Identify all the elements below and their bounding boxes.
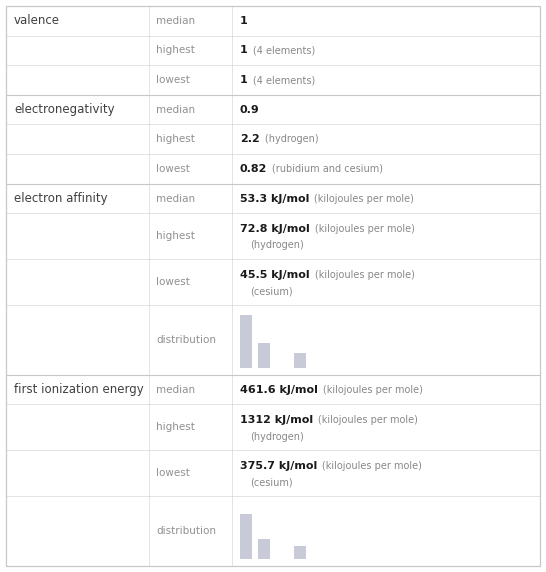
Text: 53.3 kJ/mol: 53.3 kJ/mol (240, 193, 309, 204)
Text: highest: highest (156, 231, 195, 241)
Text: (4 elements): (4 elements) (248, 45, 315, 55)
Text: highest: highest (156, 134, 195, 144)
Bar (294, 546, 306, 559)
Text: distribution: distribution (156, 335, 216, 345)
Text: lowest: lowest (156, 75, 190, 85)
Text: 2.2: 2.2 (240, 134, 260, 144)
Text: (hydrogen): (hydrogen) (250, 431, 304, 442)
Text: 375.7 kJ/mol: 375.7 kJ/mol (240, 461, 317, 471)
Text: (cesium): (cesium) (250, 477, 293, 487)
Text: (kilojoules per mole): (kilojoules per mole) (313, 415, 418, 426)
Text: valence: valence (14, 14, 60, 27)
Bar (258, 539, 270, 559)
Text: lowest: lowest (156, 277, 190, 287)
Text: (kilojoules per mole): (kilojoules per mole) (310, 224, 414, 235)
Text: 1312 kJ/mol: 1312 kJ/mol (240, 415, 313, 426)
Text: electronegativity: electronegativity (14, 103, 115, 116)
Text: 1: 1 (240, 75, 248, 85)
Text: 1: 1 (240, 16, 248, 26)
Text: 1: 1 (240, 45, 248, 55)
Text: distribution: distribution (156, 526, 216, 536)
Text: (kilojoules per mole): (kilojoules per mole) (318, 384, 423, 395)
Text: highest: highest (156, 422, 195, 432)
Text: median: median (156, 384, 195, 395)
Text: 0.9: 0.9 (240, 105, 260, 114)
Text: (hydrogen): (hydrogen) (250, 240, 304, 251)
Text: median: median (156, 105, 195, 114)
Text: (4 elements): (4 elements) (248, 75, 315, 85)
Text: 45.5 kJ/mol: 45.5 kJ/mol (240, 270, 310, 280)
Text: lowest: lowest (156, 468, 190, 478)
Bar (294, 353, 306, 368)
Text: median: median (156, 16, 195, 26)
Text: (kilojoules per mole): (kilojoules per mole) (317, 461, 422, 471)
Text: (rubidium and cesium): (rubidium and cesium) (267, 164, 383, 174)
Text: highest: highest (156, 45, 195, 55)
Text: first ionization energy: first ionization energy (14, 383, 144, 396)
Text: (cesium): (cesium) (250, 286, 293, 296)
Text: 72.8 kJ/mol: 72.8 kJ/mol (240, 224, 310, 235)
Text: 461.6 kJ/mol: 461.6 kJ/mol (240, 384, 318, 395)
Text: median: median (156, 193, 195, 204)
Text: 0.82: 0.82 (240, 164, 267, 174)
Text: (kilojoules per mole): (kilojoules per mole) (310, 270, 414, 280)
Bar (258, 343, 270, 368)
Text: electron affinity: electron affinity (14, 192, 108, 205)
Text: lowest: lowest (156, 164, 190, 174)
Bar (240, 315, 252, 368)
Text: (kilojoules per mole): (kilojoules per mole) (309, 193, 414, 204)
Text: (hydrogen): (hydrogen) (260, 134, 318, 144)
Bar (240, 514, 252, 559)
